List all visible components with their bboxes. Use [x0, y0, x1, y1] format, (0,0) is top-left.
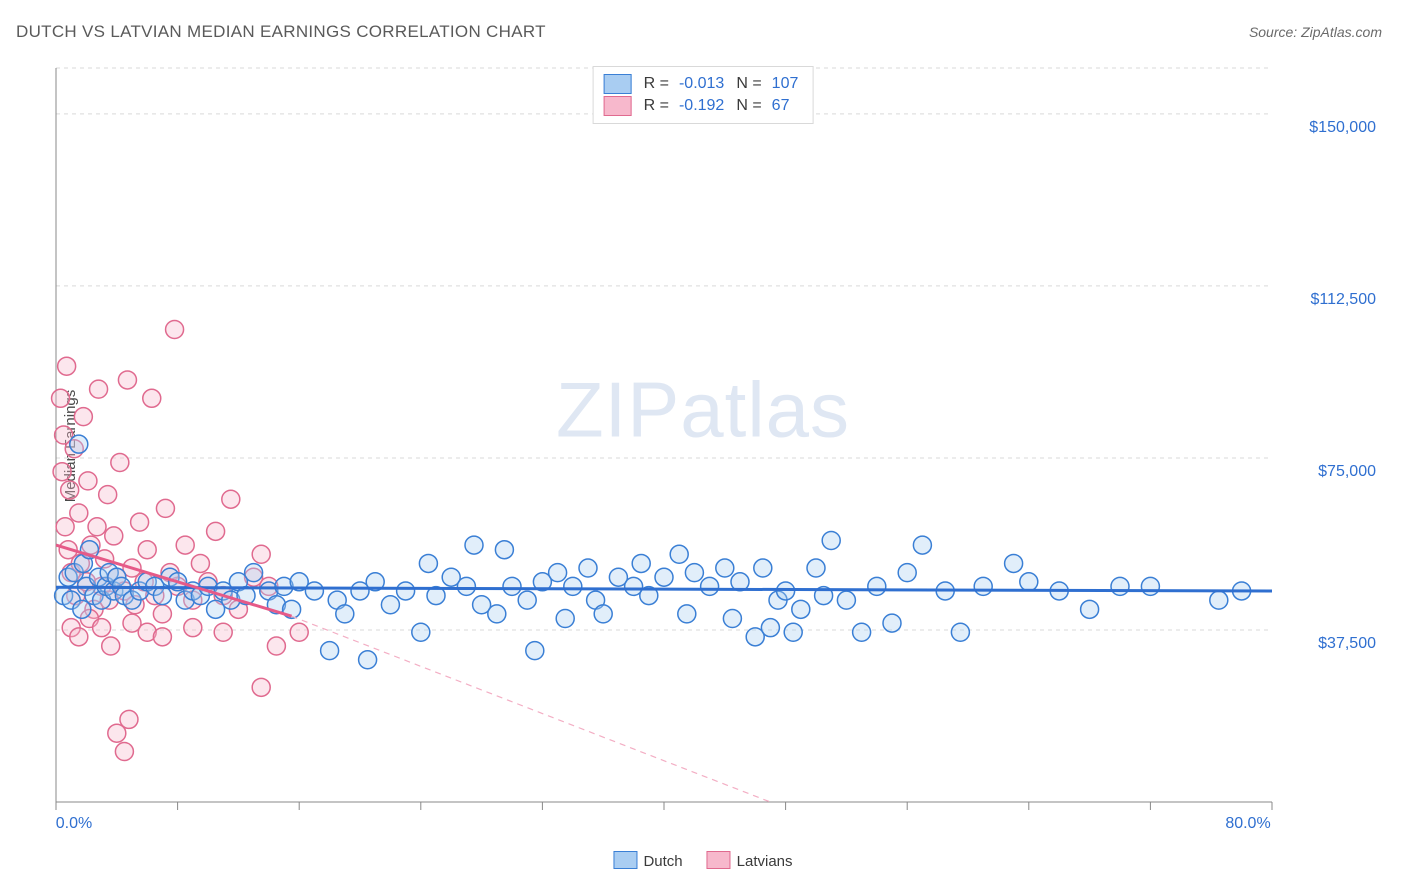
scatter-chart: $37,500 $75,000 $112,500 $150,000 0.0% 80.0% [50, 62, 1382, 834]
legend-R-label: R = [644, 95, 669, 117]
source-attribution: Source: ZipAtlas.com [1249, 24, 1382, 40]
correlation-legend: R = -0.013 N = 107 R = -0.192 N = 67 [593, 66, 814, 124]
legend-item-latvians: Latvians [707, 851, 793, 870]
svg-text:$150,000: $150,000 [1309, 119, 1376, 136]
svg-text:80.0%: 80.0% [1225, 815, 1270, 832]
legend-row-latvians: R = -0.192 N = 67 [604, 95, 799, 117]
legend-label-latvians: Latvians [737, 853, 793, 870]
legend-R-value-latvians: -0.192 [679, 95, 724, 117]
svg-text:$37,500: $37,500 [1318, 635, 1376, 652]
legend-swatch-latvians [604, 96, 632, 116]
svg-text:0.0%: 0.0% [56, 815, 92, 832]
legend-R-value-dutch: -0.013 [679, 73, 724, 95]
legend-item-dutch: Dutch [613, 851, 682, 870]
legend-label-dutch: Dutch [643, 853, 682, 870]
chart-title: DUTCH VS LATVIAN MEDIAN EARNINGS CORRELA… [16, 22, 546, 42]
plot-area: $37,500 $75,000 $112,500 $150,000 0.0% 80.0% [50, 62, 1382, 834]
legend-swatch-dutch [604, 74, 632, 94]
svg-text:$112,500: $112,500 [1310, 291, 1376, 308]
legend-R-label: R = [644, 73, 669, 95]
legend-N-value-dutch: 107 [772, 73, 799, 95]
series-legend: Dutch Latvians [613, 851, 792, 870]
svg-text:$75,000: $75,000 [1318, 463, 1376, 480]
legend-row-dutch: R = -0.013 N = 107 [604, 73, 799, 95]
legend-N-value-latvians: 67 [772, 95, 790, 117]
legend-swatch-latvians [707, 851, 731, 869]
source-label: Source: [1249, 24, 1301, 40]
legend-N-label: N = [736, 95, 761, 117]
legend-N-label: N = [736, 73, 761, 95]
legend-swatch-dutch [613, 851, 637, 869]
source-name: ZipAtlas.com [1301, 24, 1382, 40]
